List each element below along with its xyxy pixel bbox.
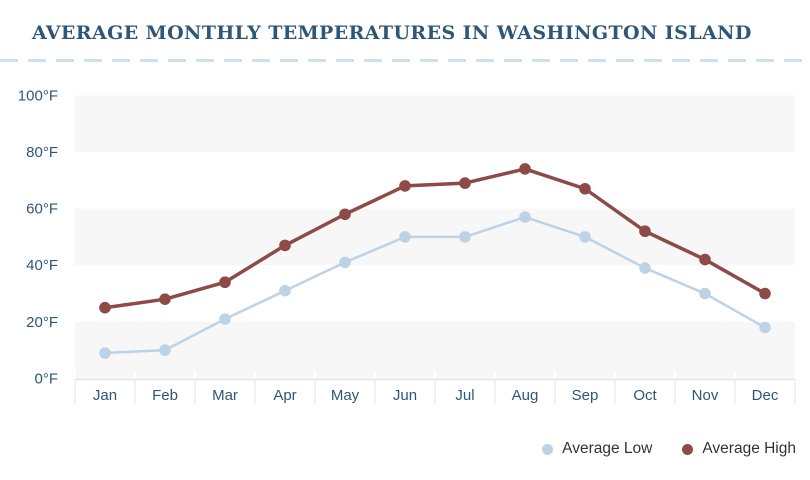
legend-swatch-high-icon [682, 443, 694, 455]
data-point-average-high [639, 225, 651, 238]
axis-tick [494, 371, 496, 379]
data-point-average-high [459, 177, 471, 189]
data-point-average-high [219, 276, 231, 289]
x-axis-label: Jun [393, 387, 417, 404]
y-axis-label: 0°F [34, 371, 58, 388]
series-line-average-low [103, 215, 767, 355]
data-point-average-low [519, 211, 531, 223]
axis-tick [374, 371, 376, 379]
title-divider [0, 59, 810, 62]
y-axis-label: 40°F [26, 257, 58, 274]
x-axis-label: Apr [273, 387, 296, 404]
data-point-average-high [159, 293, 171, 306]
data-point-average-low [159, 344, 171, 356]
data-point-average-low [639, 262, 651, 274]
data-point-average-high [99, 301, 111, 314]
x-axis-label: Feb [152, 387, 178, 404]
y-axis-label: 60°F [26, 201, 58, 218]
data-point-average-low [759, 321, 771, 334]
data-point-average-high [279, 239, 291, 252]
data-point-average-high [699, 253, 711, 266]
legend-swatch-low-icon [542, 443, 554, 455]
data-point-average-low [219, 313, 231, 325]
x-axis-label: May [331, 387, 360, 404]
data-point-average-low [339, 256, 351, 269]
legend-item-average-high: Average High [682, 440, 796, 458]
x-axis-label: Jul [455, 387, 474, 404]
x-axis-label: Sep [572, 387, 599, 404]
chart-title: AVERAGE MONTHLY TEMPERATURES IN WASHINGT… [32, 22, 752, 44]
y-axis-label: 100°F [18, 87, 58, 104]
axis-tick [314, 371, 316, 379]
data-point-average-high [759, 287, 771, 300]
data-point-average-low [699, 287, 711, 300]
x-axis-label: Aug [512, 387, 539, 404]
data-point-average-low [399, 231, 411, 243]
legend-item-average-low: Average Low [542, 440, 652, 458]
y-axis-label: 80°F [26, 144, 58, 161]
axis-tick [554, 371, 556, 379]
axis-tick [614, 371, 616, 379]
grid-band [75, 321, 795, 379]
data-point-average-low [459, 231, 471, 243]
data-point-average-low [579, 231, 591, 243]
axis-tick [254, 371, 256, 379]
data-point-average-high [519, 163, 531, 175]
axis-tick [434, 371, 436, 379]
x-axis-label: Mar [212, 387, 238, 404]
legend-label-average-low: Average Low [562, 440, 653, 457]
x-axis-label: Nov [692, 387, 719, 404]
series-line-average-high [103, 167, 767, 310]
legend-label-average-high: Average High [702, 440, 796, 457]
axis-tick [794, 371, 796, 379]
data-point-average-low [279, 284, 291, 297]
x-axis-label: Dec [752, 387, 779, 404]
chart-legend: Average Low Average High [542, 440, 796, 458]
data-point-average-high [579, 182, 591, 195]
data-point-average-high [399, 180, 411, 192]
x-axis-label: Oct [633, 387, 657, 404]
data-point-average-high [339, 208, 351, 221]
axis-tick [134, 371, 136, 379]
axis-tick [734, 371, 736, 379]
data-point-average-low [99, 347, 111, 359]
axis-tick [674, 371, 676, 379]
x-axis-label: Jan [93, 387, 117, 404]
y-axis-label: 20°F [26, 314, 58, 331]
grid-band [75, 95, 795, 152]
axis-tick [74, 371, 76, 379]
axis-tick [194, 371, 196, 379]
